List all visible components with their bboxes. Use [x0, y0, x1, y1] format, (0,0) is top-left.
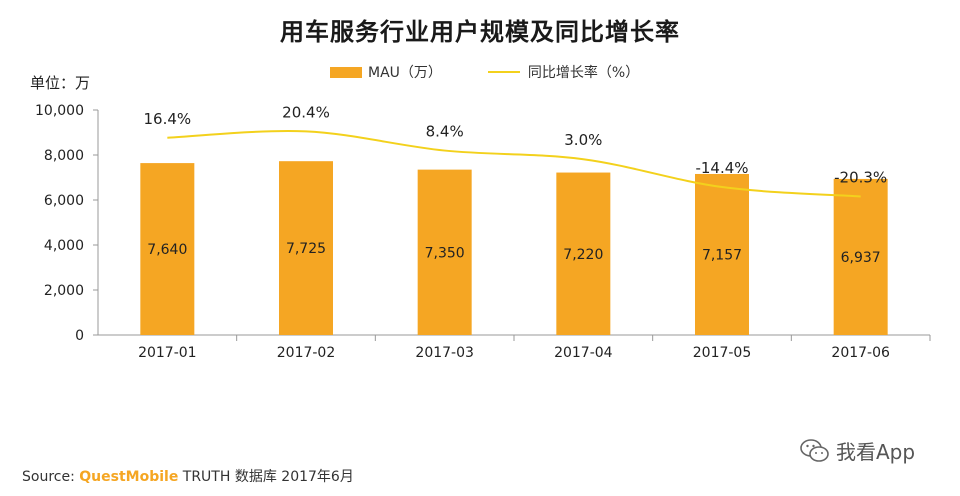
x-tick-label: 2017-04	[554, 345, 613, 361]
growth-value-label: 16.4%	[144, 110, 192, 128]
x-tick-label: 2017-05	[693, 345, 752, 361]
source-brand: QuestMobile	[79, 469, 179, 485]
bar	[279, 161, 333, 335]
bar-value-label: 6,937	[841, 250, 881, 266]
growth-value-label: 20.4%	[282, 103, 330, 121]
bar	[833, 178, 888, 335]
bar	[417, 169, 472, 335]
x-tick-label: 2017-06	[831, 345, 890, 361]
bar-value-label: 7,220	[563, 247, 603, 263]
legend-line-swatch	[487, 71, 520, 73]
watermark-text: 我看App	[836, 440, 916, 464]
bar-value-label: 7,640	[147, 242, 187, 258]
bar-value-label: 7,157	[702, 247, 742, 263]
x-tick-label: 2017-01	[138, 345, 197, 361]
y-tick-label: 2,000	[44, 283, 84, 299]
legend: MAU（万） 同比增长率（%）	[330, 62, 685, 82]
source-suffix: TRUTH 数据库 2017年6月	[182, 469, 354, 485]
x-tick-label: 2017-03	[415, 345, 474, 361]
legend-bar-swatch	[330, 66, 362, 78]
growth-value-label: 3.0%	[564, 131, 602, 149]
bar	[556, 172, 611, 335]
source-prefix: Source:	[22, 469, 75, 485]
y-tick-label: 6,000	[44, 193, 84, 209]
y-tick-label: 0	[75, 328, 84, 344]
bar	[695, 173, 749, 335]
growth-value-label: -20.3%	[834, 168, 887, 186]
watermark: 我看App	[800, 436, 915, 465]
y-tick-label: 8,000	[44, 148, 84, 164]
x-tick-label: 2017-02	[277, 345, 336, 361]
legend-label-growth: 同比增长率（%）	[527, 65, 640, 81]
wechat-icon	[800, 438, 829, 462]
growth-line	[167, 130, 861, 198]
growth-value-label: -14.4%	[695, 159, 748, 177]
bar	[140, 163, 195, 335]
legend-item-mau: MAU（万）	[330, 62, 442, 82]
legend-item-growth: 同比增长率（%）	[487, 62, 640, 82]
source-line: Source: QuestMobile TRUTH 数据库 2017年6月	[22, 466, 354, 486]
bar-value-label: 7,725	[286, 241, 326, 257]
chart-title: 用车服务行业用户规模及同比增长率	[280, 18, 680, 46]
y-tick-label: 10,000	[35, 103, 84, 119]
legend-label-mau: MAU（万）	[368, 65, 442, 81]
y-tick-label: 4,000	[44, 238, 84, 254]
bar-value-label: 7,350	[425, 245, 465, 261]
unit-label: 单位：万	[30, 74, 91, 92]
growth-value-label: 8.4%	[426, 123, 464, 141]
